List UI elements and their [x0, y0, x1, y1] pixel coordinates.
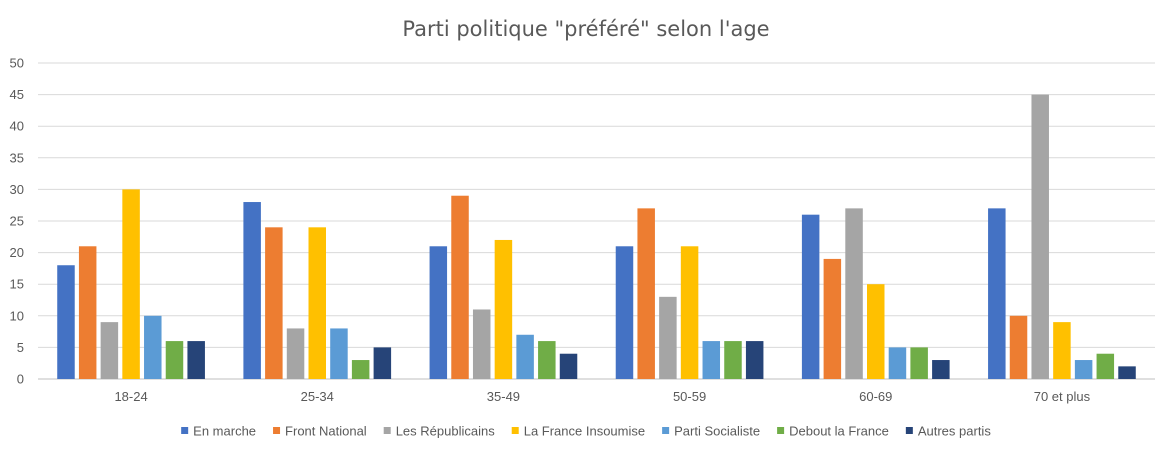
bar-50-59-1: [637, 208, 655, 379]
bar-35-49-0: [429, 246, 448, 379]
legend-item[interactable]: Autres partis: [905, 424, 991, 439]
bar-60-69-0: [801, 214, 820, 379]
bar-70-et-plus-4: [1074, 360, 1093, 379]
legend-label: Front National: [285, 424, 367, 439]
bars: [57, 94, 1136, 379]
y-tick-label: 40: [10, 119, 24, 134]
legend-swatch: [273, 427, 281, 434]
bar-35-49-6: [559, 353, 578, 379]
x-tick-label: 50-59: [673, 389, 706, 404]
legend-item[interactable]: Debout la France: [777, 424, 889, 439]
bar-35-49-1: [451, 195, 469, 379]
bar-25-34-5: [351, 360, 370, 379]
legend-label: La France Insoumise: [524, 424, 645, 439]
x-axis: 18-24 25-34 35-49 50-59 60-69 70 et plus: [114, 389, 1090, 404]
legend-item[interactable]: Front National: [273, 424, 367, 439]
legend: En marche Front National Les Républicains L…: [181, 424, 991, 439]
bar-50-59-4: [702, 341, 721, 379]
bar-60-69-1: [823, 258, 842, 379]
bar-70-et-plus-0: [988, 208, 1006, 379]
bar-25-34-1: [265, 227, 283, 379]
bar-70-et-plus-5: [1096, 353, 1115, 379]
bar-60-69-5: [910, 347, 928, 379]
legend-swatch: [511, 427, 519, 434]
legend-label: Autres partis: [918, 424, 991, 439]
gridlines: [38, 62, 1155, 380]
legend-swatch: [662, 427, 670, 434]
bar-60-69-4: [888, 347, 907, 379]
bar-18-24-1: [78, 246, 97, 379]
y-tick-label: 20: [10, 245, 24, 260]
legend-label: En marche: [193, 424, 256, 439]
bar-50-59-2: [659, 296, 677, 379]
bar-35-49-3: [494, 239, 513, 379]
legend-label: Les Républicains: [396, 424, 496, 439]
bar-35-49-2: [472, 309, 491, 379]
legend-swatch: [181, 427, 189, 434]
bar-18-24-6: [187, 341, 205, 379]
y-tick-label: 10: [10, 308, 24, 323]
bar-18-24-5: [165, 341, 184, 379]
y-tick-label: 15: [10, 277, 24, 292]
x-tick-label: 35-49: [487, 389, 520, 404]
bar-60-69-3: [867, 284, 885, 379]
bar-25-34-4: [330, 328, 348, 379]
x-tick-label: 70 et plus: [1034, 389, 1091, 404]
legend-item[interactable]: En marche: [181, 424, 256, 439]
legend-item[interactable]: Parti Socialiste: [662, 424, 760, 439]
bar-70-et-plus-3: [1053, 322, 1071, 379]
y-axis: 0 5 10 15 20 25 30 35 40 45 50: [10, 56, 24, 387]
bar-18-24-4: [144, 315, 162, 379]
bar-18-24-0: [57, 265, 75, 379]
legend-swatch: [777, 427, 785, 434]
x-tick-label: 25-34: [301, 389, 334, 404]
legend-swatch: [905, 427, 913, 434]
bar-70-et-plus-2: [1031, 94, 1049, 379]
bar-25-34-6: [373, 347, 392, 379]
bar-25-34-2: [286, 328, 305, 379]
bar-50-59-5: [724, 341, 742, 379]
x-tick-label: 60-69: [859, 389, 892, 404]
legend-item[interactable]: La France Insoumise: [511, 424, 645, 439]
legend-label: Parti Socialiste: [674, 424, 760, 439]
bar-18-24-3: [122, 189, 140, 379]
y-tick-label: 30: [10, 182, 24, 197]
bar-35-49-5: [538, 341, 556, 379]
legend-label: Debout la France: [789, 424, 889, 439]
y-tick-label: 50: [10, 56, 24, 71]
bar-18-24-2: [100, 322, 119, 379]
bar-70-et-plus-6: [1118, 366, 1136, 379]
bar-50-59-0: [615, 246, 634, 379]
y-tick-label: 0: [17, 372, 24, 387]
y-tick-label: 5: [17, 340, 24, 355]
y-tick-label: 45: [10, 87, 24, 102]
bar-25-34-0: [243, 202, 261, 379]
bar-60-69-2: [845, 208, 863, 379]
chart-title: Parti politique "préféré" selon l'age: [402, 17, 769, 41]
bar-35-49-4: [516, 334, 534, 379]
legend-swatch: [383, 427, 391, 434]
bar-60-69-6: [932, 360, 950, 379]
x-tick-label: 18-24: [114, 389, 147, 404]
y-tick-label: 25: [10, 214, 24, 229]
y-tick-label: 35: [10, 150, 24, 165]
bar-70-et-plus-1: [1009, 315, 1028, 379]
bar-25-34-3: [308, 227, 326, 379]
bar-50-59-3: [680, 246, 699, 379]
bar-50-59-6: [745, 341, 764, 379]
legend-item[interactable]: Les Républicains: [383, 424, 496, 439]
